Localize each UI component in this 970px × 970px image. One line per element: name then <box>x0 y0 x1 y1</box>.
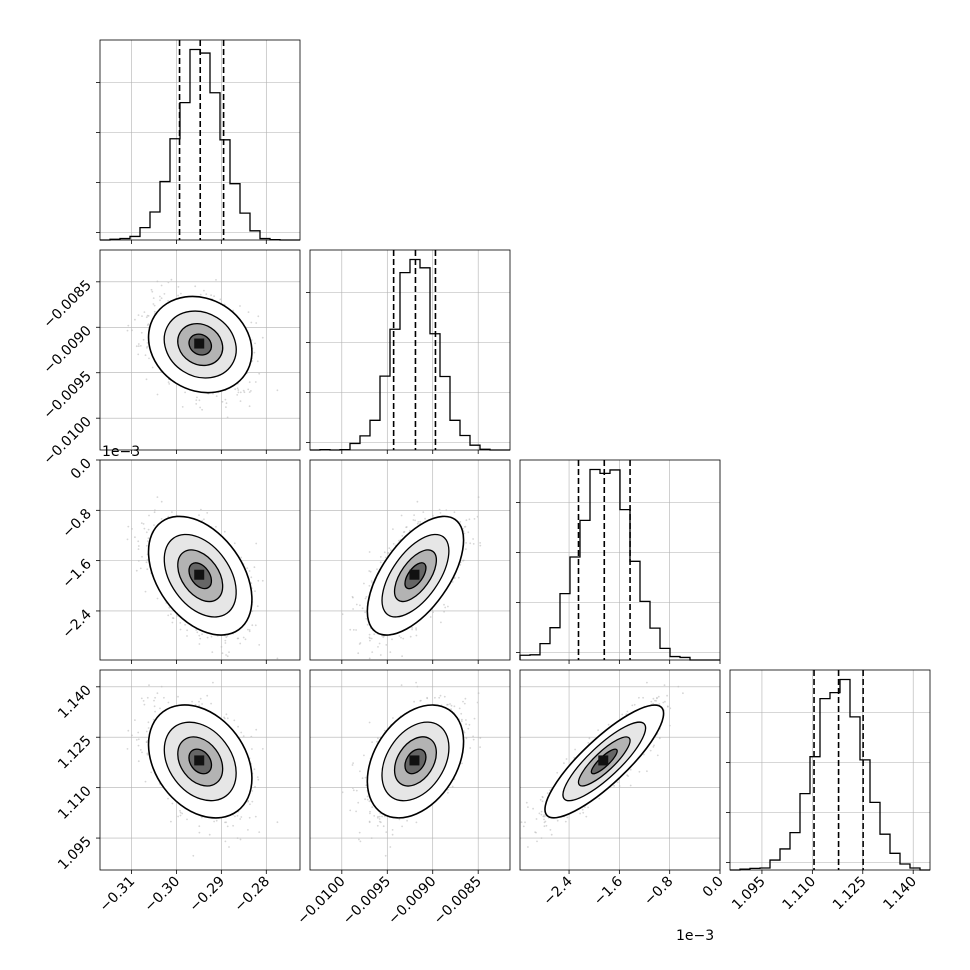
x-tick-label: −0.28 <box>231 874 273 916</box>
x-tick-label: −0.29 <box>187 874 229 916</box>
hist-panel-1 <box>306 249 511 454</box>
x-tick-label: −2.4 <box>541 873 576 908</box>
y-tick-label: −0.8 <box>59 506 94 541</box>
density-peak <box>409 755 420 766</box>
scatter-panel-3-0: −0.31 −0.30 −0.29 −0.28 1.095 1.110 1.125 1.140 <box>55 669 301 916</box>
y-tick-label: −0.0095 <box>41 368 95 422</box>
density-peak <box>194 569 205 580</box>
y-offset-label: 1e−3 <box>102 444 140 460</box>
hist-step-line <box>730 678 930 871</box>
scatter-panel-2-1 <box>309 459 511 664</box>
scatter-panel-3-1: −0.0100−0.0095−0.0090−0.0085 <box>294 669 511 928</box>
y-tick-label: 1.095 <box>55 834 95 874</box>
x-tick-label: −0.8 <box>641 874 676 909</box>
x-tick-label: −0.0090 <box>385 874 439 928</box>
y-tick-label: −0.0090 <box>41 323 95 377</box>
hist-step-line <box>519 468 720 661</box>
scatter-panel-3-2: −2.4 −1.6 −0.8 0.0 <box>519 669 727 909</box>
hist-panel-0 <box>96 39 301 244</box>
x-tick-label: 1.140 <box>880 874 920 914</box>
y-tick-label: 1.125 <box>55 733 95 773</box>
density-peak <box>194 338 205 349</box>
x-tick-label: −0.0100 <box>294 874 348 928</box>
density-peak <box>409 569 420 580</box>
y-tick-label: 1.140 <box>55 682 95 722</box>
x-tick-label: 0.0 <box>700 874 727 901</box>
x-tick-label: 1.110 <box>780 874 820 914</box>
x-tick-label: 1.095 <box>729 874 769 914</box>
x-tick-label: −1.6 <box>591 873 626 908</box>
y-tick-label: −2.4 <box>59 606 94 641</box>
density-peak <box>598 755 609 766</box>
hist-panel-3: 1.095 1.110 1.125 1.140 <box>726 669 931 914</box>
y-tick-label: −1.6 <box>59 556 94 591</box>
y-tick-label: 0.0 <box>68 456 95 483</box>
scatter-panel-1-0: −0.0100−0.0095−0.0090−0.0085 <box>41 249 301 468</box>
x-tick-label: −0.30 <box>142 874 184 916</box>
x-tick-label: −0.31 <box>97 874 139 916</box>
x-tick-label: 1.125 <box>830 874 870 914</box>
y-tick-label: 1.110 <box>55 783 95 823</box>
x-offset-label: 1e−3 <box>676 928 714 944</box>
x-tick-label: −0.0085 <box>431 874 485 928</box>
hist-panel-2 <box>516 459 721 664</box>
density-peak <box>194 755 205 766</box>
y-tick-label: −0.0085 <box>41 277 95 331</box>
x-tick-label: −0.0095 <box>340 874 394 928</box>
scatter-panel-2-0: −2.4 −1.6 −0.8 0.0 <box>59 456 301 664</box>
